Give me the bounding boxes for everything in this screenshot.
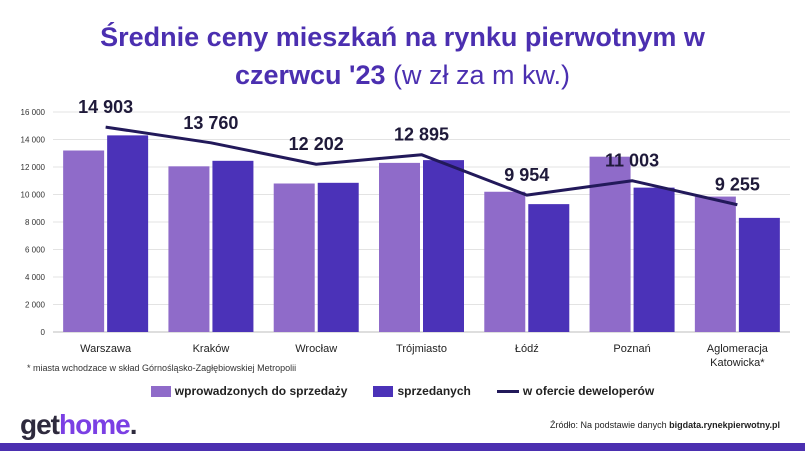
line-value-label: 11 003 [605, 151, 659, 171]
price-line [105, 125, 738, 207]
y-tick-label: 10 000 [21, 191, 46, 200]
legend-swatch-offer [496, 389, 519, 393]
bar-introduced [694, 196, 736, 332]
line-value-label: 12 895 [394, 125, 449, 145]
logo-dot: . [129, 409, 138, 440]
bar-sold [423, 160, 464, 332]
bar-sold [212, 160, 254, 332]
y-tick-label: 4 000 [25, 273, 46, 282]
y-tick-label: 6 000 [25, 246, 46, 255]
source-prefix: Źródło: Na podstawie danych [550, 420, 667, 430]
bar-sold [633, 187, 675, 332]
legend-swatch-sold [373, 385, 394, 397]
title-line-1: Średnie ceny mieszkań na rynku pierwotny… [100, 22, 705, 52]
x-tick-label: Łódź [515, 343, 539, 355]
bar-introduced [484, 191, 526, 332]
gridlines [53, 111, 790, 333]
legend: wprowadzonych do sprzedaży sprzedanych w… [0, 381, 805, 401]
x-tick-label: Wrocław [295, 343, 337, 355]
line-value-label: 9 255 [715, 175, 760, 195]
gethome-logo: gethome. [20, 409, 138, 441]
bar-introduced [379, 162, 420, 332]
offer-series-line [105, 125, 738, 207]
y-tick-label: 16 000 [21, 108, 46, 117]
legend-label-sold: sprzedanych [397, 384, 471, 398]
bar-line-chart: 0 2 000 4 000 6 000 8 000 10 000 12 000 14 000 1… [21, 97, 790, 369]
y-tick-label: 8 000 [25, 218, 46, 227]
source-link-text: bigdata.rynekpierwotny.pl [669, 420, 780, 430]
legend-item-introduced: wprowadzonych do sprzedaży [150, 384, 348, 398]
legend-swatch-introduced [150, 385, 171, 397]
x-tick-label: Warszawa [80, 343, 132, 355]
legend-label-offer: w ofercie deweloperów [522, 384, 655, 398]
title-line-2-unit: (w zł za m kw.) [393, 60, 571, 90]
bar-sold [528, 204, 570, 332]
y-tick-label: 2 000 [25, 301, 46, 310]
x-tick-label: Poznań [613, 343, 650, 355]
logo-part-get: get [20, 409, 60, 440]
line-value-label: 9 954 [504, 165, 549, 185]
legend-item-offer: w ofercie deweloperów [496, 384, 655, 398]
bar-introduced [273, 183, 315, 332]
y-tick-label: 0 [41, 328, 46, 337]
title-line-2-bold: czerwcu '23 [234, 60, 386, 90]
bar-sold [317, 182, 359, 332]
line-value-label: 13 760 [183, 113, 238, 133]
logo-part-home: home [59, 409, 131, 440]
title-line-2: czerwcu '23 (w zł za m kw.) [0, 56, 805, 94]
bar-introduced [168, 166, 210, 332]
y-tick-label: 14 000 [21, 136, 46, 145]
footnote: * miasta wchodzace w skład Górnośląsko-Z… [27, 363, 297, 373]
bar-introduced [63, 150, 105, 332]
x-tick-label: Trójmiasto [396, 343, 447, 355]
bar-sold [738, 217, 780, 332]
bar-sold [107, 135, 149, 332]
x-tick-label: Katowicka* [710, 357, 765, 369]
legend-item-sold: sprzedanych [373, 384, 471, 398]
x-tick-label: Kraków [193, 343, 230, 355]
chart-title: Średnie ceny mieszkań na rynku pierwotny… [0, 18, 805, 94]
line-value-label: 14 903 [78, 97, 133, 117]
line-value-label: 12 202 [289, 134, 344, 154]
line-value-labels: 14 903 13 760 12 202 12 895 9 954 11 003 9 255 [78, 97, 760, 195]
x-tick-label: Aglomeracja [707, 343, 769, 355]
y-axis-ticks: 0 2 000 4 000 6 000 8 000 10 000 12 000 14 000 1… [21, 108, 46, 337]
bottom-accent-bar [0, 443, 805, 451]
source-note: Źródło: Na podstawie danych bigdata.ryne… [550, 420, 780, 430]
legend-label-introduced: wprowadzonych do sprzedaży [174, 384, 348, 398]
y-tick-label: 12 000 [21, 163, 46, 172]
x-axis-labels: Warszawa Kraków Wrocław Trójmiasto Łódź Pozna… [80, 343, 769, 369]
bars [63, 135, 780, 332]
